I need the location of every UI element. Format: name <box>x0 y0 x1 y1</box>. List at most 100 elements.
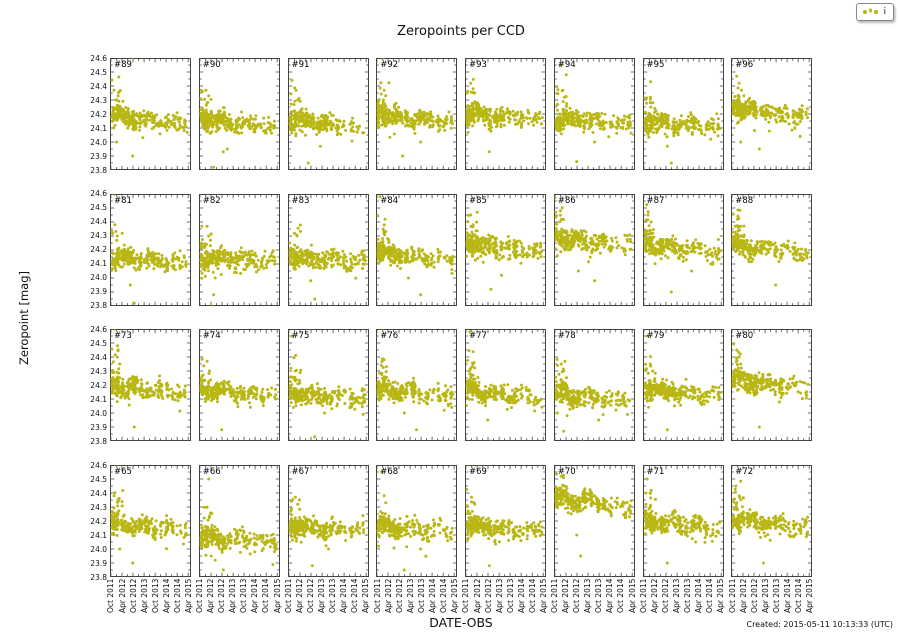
ccd-panel-67: #67 <box>287 464 369 578</box>
x-tick-label: Oct 2014 <box>172 578 182 613</box>
x-tick-label: Oct 2011 <box>727 578 737 613</box>
panel-label: #86 <box>557 195 576 206</box>
x-tick-label: Oct 2014 <box>616 578 626 613</box>
scatter-plot <box>198 193 280 307</box>
y-tick-label: 23.8 <box>90 572 107 582</box>
ccd-panel-76: #76 <box>376 328 458 442</box>
x-tick-label: Apr 2015 <box>538 578 548 613</box>
x-tick-label: Oct 2011 <box>550 578 560 613</box>
x-tick-label: Apr 2012 <box>206 578 216 613</box>
x-tick-label: Oct 2011 <box>283 578 293 613</box>
scatter-plot <box>731 328 813 442</box>
ccd-panel-94: #94 <box>553 57 635 171</box>
scatter-plot <box>465 57 546 171</box>
x-tick-label: Apr 2014 <box>250 578 260 613</box>
x-axis-label: DATE-OBS <box>429 615 493 630</box>
y-tick-label: 24.6 <box>90 324 107 334</box>
ccd-panel-95: #95 <box>642 57 724 171</box>
scatter-plot <box>376 57 458 171</box>
x-tick-label: Apr 2013 <box>317 578 327 613</box>
x-tick-label: Oct 2014 <box>793 578 803 613</box>
scatter-marker-icon <box>868 8 873 13</box>
panel-label: #80 <box>735 331 754 342</box>
x-tick-label: Oct 2011 <box>461 578 471 613</box>
panel-label: #91 <box>291 60 310 70</box>
scatter-plot <box>731 464 813 578</box>
x-tick-label: Apr 2013 <box>405 578 415 613</box>
x-tick-label: Apr 2013 <box>760 578 770 613</box>
x-tick-label: Oct 2013 <box>150 578 160 613</box>
y-tick-label: 24.6 <box>90 460 107 470</box>
y-tick-label: 24.0 <box>90 137 107 147</box>
panel-label: #95 <box>646 60 665 70</box>
scatter-plot <box>465 464 546 578</box>
x-tick-label: Apr 2015 <box>627 578 637 613</box>
x-tick-label: Oct 2013 <box>771 578 781 613</box>
ccd-panel-87: #87 <box>642 193 724 307</box>
y-tick-label: 24.1 <box>90 394 107 404</box>
y-tick-label: 23.9 <box>90 558 107 568</box>
x-tick-label: Oct 2014 <box>350 578 360 613</box>
x-tick-label: Oct 2012 <box>572 578 582 613</box>
scatter-plot <box>553 328 635 442</box>
y-tick-label: 24.1 <box>90 123 107 133</box>
scatter-marker-icon <box>863 10 867 14</box>
y-tick-label: 24.6 <box>90 53 107 63</box>
ccd-panel-84: #84 <box>376 193 458 307</box>
panel-label: #66 <box>202 467 221 477</box>
x-tick-label: Oct 2013 <box>683 578 693 613</box>
y-tick-label: 24.2 <box>90 516 107 526</box>
panel-label: #87 <box>646 195 665 206</box>
x-tick-label: Oct 2012 <box>306 578 315 613</box>
legend: i <box>856 3 894 21</box>
ccd-panel-89: #89 <box>110 57 191 171</box>
ccd-panel-68: #68 <box>376 464 458 578</box>
scatter-marker-icon <box>874 10 878 14</box>
x-tick-label: Oct 2012 <box>394 578 404 613</box>
ccd-panel-70: #70 <box>553 464 635 578</box>
ccd-panel-72: #72 <box>731 464 813 578</box>
x-tick-label: Apr 2015 <box>805 578 814 613</box>
panel-label: #96 <box>735 60 754 70</box>
x-tick-label: Apr 2012 <box>561 578 571 613</box>
ccd-panel-73: #73 <box>110 328 191 442</box>
x-tick-label: Apr 2013 <box>583 578 593 613</box>
x-tick-label: Apr 2014 <box>427 578 437 613</box>
y-tick-label: 24.5 <box>90 338 107 348</box>
panel-label: #92 <box>380 60 399 70</box>
ccd-panel-90: #90 <box>198 57 280 171</box>
scatter-plot <box>553 464 635 578</box>
x-tick-label: Apr 2012 <box>472 578 482 613</box>
y-tick-label: 24.0 <box>90 273 107 283</box>
scatter-plot <box>553 57 635 171</box>
panel-label: #75 <box>291 331 310 342</box>
scatter-plot <box>110 57 191 171</box>
x-tick-label: Apr 2012 <box>650 578 659 613</box>
panel-label: #93 <box>469 60 487 70</box>
ccd-panel-80: #80 <box>731 328 813 442</box>
x-tick-label: Oct 2013 <box>594 578 604 613</box>
x-tick-label: Apr 2015 <box>183 578 193 613</box>
ccd-panel-92: #92 <box>376 57 458 171</box>
x-tick-label: Apr 2012 <box>738 578 748 613</box>
x-tick-label: Oct 2012 <box>128 578 138 613</box>
x-tick-label: Apr 2013 <box>672 578 682 613</box>
scatter-plot <box>198 464 280 578</box>
scatter-plot <box>376 328 458 442</box>
x-tick-label: Apr 2013 <box>494 578 504 613</box>
y-tick-label: 24.3 <box>90 95 107 105</box>
ccd-panel-78: #78 <box>553 328 635 442</box>
scatter-plot <box>287 57 369 171</box>
scatter-plot <box>465 328 546 442</box>
x-tick-label: Apr 2014 <box>605 578 615 613</box>
x-tick-label: Oct 2013 <box>416 578 426 613</box>
x-tick-label: Oct 2013 <box>239 578 249 613</box>
panel-label: #77 <box>469 331 487 342</box>
panel-label: #68 <box>380 467 399 477</box>
x-tick-label: Apr 2015 <box>361 578 371 613</box>
panel-label: #84 <box>380 195 399 206</box>
scatter-plot <box>110 328 191 442</box>
ccd-panel-77: #77 <box>465 328 546 442</box>
x-tick-label: Oct 2011 <box>195 578 205 613</box>
x-tick-label: Oct 2011 <box>638 578 648 613</box>
